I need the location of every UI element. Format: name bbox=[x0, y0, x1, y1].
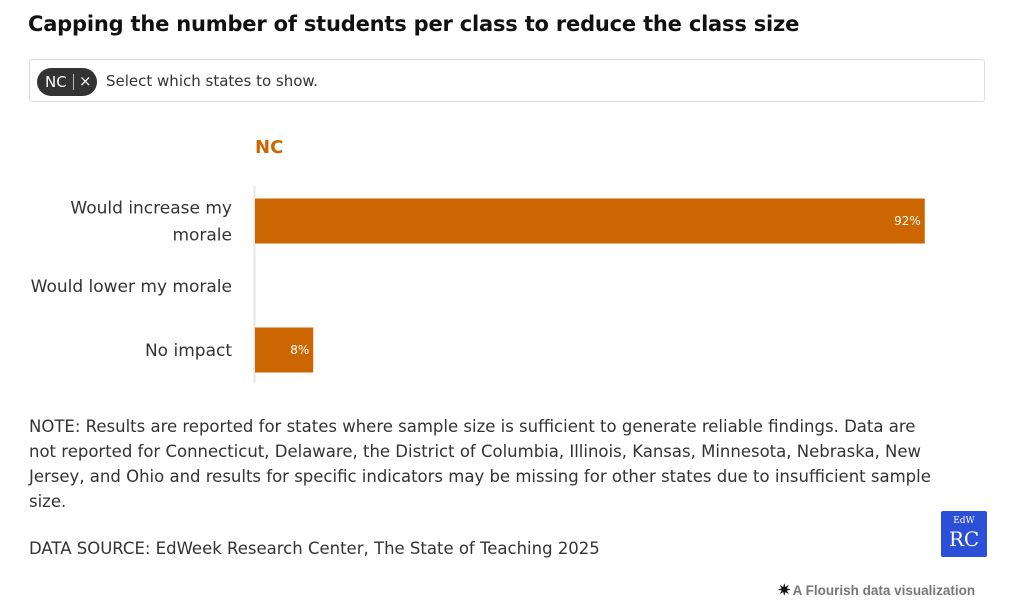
flourish-credit-link[interactable]: ✷ A Flourish data visualization bbox=[778, 581, 975, 599]
note-text: NOTE: Results are reported for states wh… bbox=[29, 417, 931, 511]
state-chip-label: NC bbox=[45, 73, 67, 91]
bar-value-label: 8% bbox=[290, 343, 309, 357]
category-label: morale bbox=[172, 226, 232, 246]
logo-top-text: EdW bbox=[953, 516, 975, 526]
state-chip-nc[interactable]: NC × bbox=[37, 68, 97, 96]
state-filter[interactable]: NC × Select which states to show. bbox=[29, 59, 985, 102]
flourish-credit-text: A Flourish data visualization bbox=[792, 583, 976, 598]
data-source: DATA SOURCE: EdWeek Research Center, The… bbox=[29, 539, 600, 558]
category-label: Would lower my morale bbox=[31, 277, 232, 297]
state-filter-placeholder[interactable]: Select which states to show. bbox=[106, 72, 319, 90]
chip-divider bbox=[73, 74, 74, 90]
category-label: Would increase my bbox=[70, 199, 232, 219]
flourish-star-icon: ✷ bbox=[778, 582, 791, 599]
subchart-title: NC bbox=[255, 137, 284, 158]
bar-value-label: 92% bbox=[894, 214, 921, 228]
category-label: No impact bbox=[145, 341, 232, 361]
bar[interactable] bbox=[255, 327, 314, 373]
chart-title: Capping the number of students per class… bbox=[28, 12, 800, 36]
bar[interactable] bbox=[255, 198, 925, 244]
logo-bottom-text: RC bbox=[948, 527, 980, 551]
edweek-rc-logo[interactable]: EdW RC bbox=[941, 511, 987, 557]
remove-chip-icon[interactable]: × bbox=[79, 72, 92, 90]
